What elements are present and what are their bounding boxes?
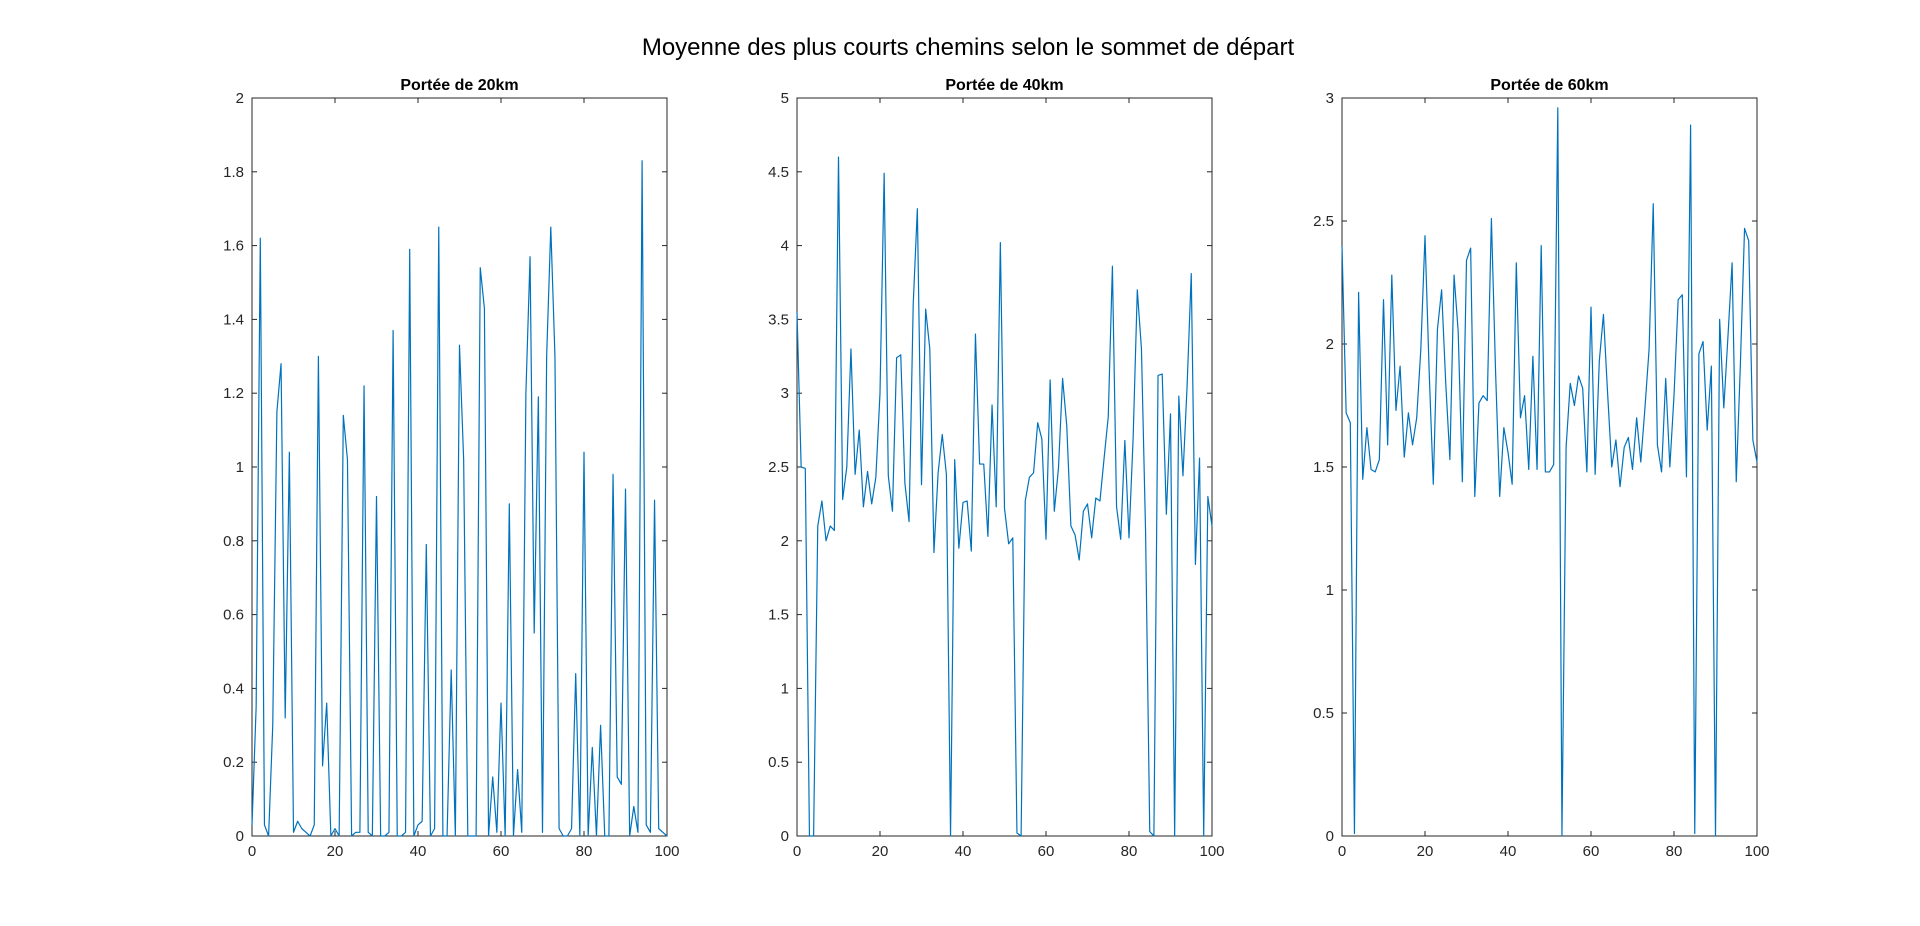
- y-tick-label: 0.2: [223, 754, 244, 771]
- y-tick-label: 0: [1326, 828, 1334, 845]
- y-tick-label: 3.5: [768, 311, 789, 328]
- subplot-2: Portée de 40km 0 20 40 60 80 100 0 0.5 1 1.5 2 2.5 3 3…: [768, 77, 1224, 860]
- y-tick-label: 0.4: [223, 680, 244, 697]
- x-tick-label: 60: [493, 843, 510, 860]
- y-tick-label: 1.5: [1313, 459, 1334, 476]
- y-tick-label: 5: [781, 90, 789, 107]
- subplot-2-title: Portée de 40km: [945, 77, 1063, 94]
- y-tick-label: 2.5: [1313, 213, 1334, 230]
- y-tick-label: 2: [1326, 336, 1334, 353]
- y-tick-label: 1.5: [768, 607, 789, 624]
- y-tick-label: 0.5: [1313, 705, 1334, 722]
- subplot-1-title: Portée de 20km: [400, 77, 518, 94]
- y-tick-label: 2.5: [768, 459, 789, 476]
- subplot-1-series-line: [251, 160, 668, 837]
- figure-suptitle: Moyenne des plus courts chemins selon le…: [642, 34, 1295, 61]
- x-tick-label: 100: [654, 843, 679, 860]
- y-tick-label: 1.6: [223, 238, 244, 255]
- x-tick-label: 20: [1417, 843, 1434, 860]
- x-tick-label: 20: [327, 843, 344, 860]
- y-tick-label: 0.5: [768, 754, 789, 771]
- y-tick-label: 1.2: [223, 385, 244, 402]
- y-tick-label: 0: [236, 828, 244, 845]
- subplot-3-title: Portée de 60km: [1490, 77, 1608, 94]
- y-tick-label: 4.5: [768, 164, 789, 181]
- x-tick-label: 80: [576, 843, 593, 860]
- y-tick-label: 4: [781, 238, 789, 255]
- x-tick-label: 80: [1666, 843, 1683, 860]
- y-tick-label: 3: [1326, 90, 1334, 107]
- y-tick-label: 0.8: [223, 533, 244, 550]
- y-tick-label: 1.8: [223, 164, 244, 181]
- subplot-3-series-line: [1341, 107, 1758, 837]
- x-tick-label: 0: [793, 843, 801, 860]
- x-tick-label: 40: [1500, 843, 1517, 860]
- x-tick-label: 80: [1121, 843, 1138, 860]
- y-tick-label: 1: [781, 680, 789, 697]
- subplot-2-series-line: [796, 156, 1213, 837]
- x-tick-label: 60: [1038, 843, 1055, 860]
- y-tick-label: 1.4: [223, 311, 244, 328]
- x-tick-label: 100: [1744, 843, 1769, 860]
- y-tick-label: 1: [236, 459, 244, 476]
- subplot-3: Portée de 60km 0 20 40 60 80 100 0 0.5 1 1.5 2 2.5 3: [1313, 77, 1769, 860]
- y-tick-label: 3: [781, 385, 789, 402]
- x-tick-label: 40: [955, 843, 972, 860]
- y-tick-label: 0: [781, 828, 789, 845]
- y-tick-label: 1: [1326, 582, 1334, 599]
- x-tick-label: 100: [1199, 843, 1224, 860]
- x-tick-label: 0: [248, 843, 256, 860]
- x-tick-label: 40: [410, 843, 427, 860]
- y-tick-label: 0.6: [223, 607, 244, 624]
- x-tick-label: 20: [872, 843, 889, 860]
- x-tick-label: 0: [1338, 843, 1346, 860]
- y-tick-label: 2: [781, 533, 789, 550]
- x-tick-label: 60: [1583, 843, 1600, 860]
- subplot-1: Portée de 20km 0 20 40 60 80 100 0 0.2 0.4 0.6 0.8 1…: [223, 77, 679, 860]
- y-tick-label: 2: [236, 90, 244, 107]
